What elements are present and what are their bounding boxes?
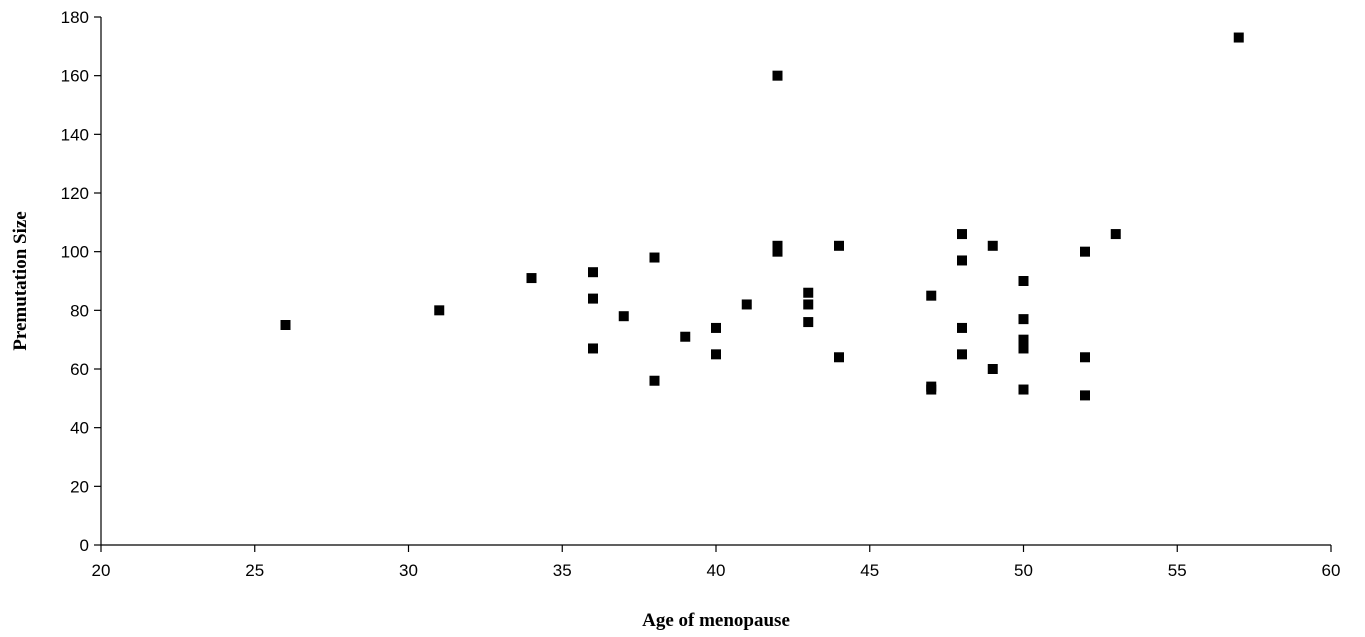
x-tick-label: 60: [1322, 561, 1341, 580]
data-point: [1080, 352, 1090, 363]
data-point: [772, 240, 783, 251]
data-point: [588, 293, 598, 304]
y-tick-label: 120: [61, 184, 89, 203]
data-point: [957, 322, 967, 333]
data-point: [987, 364, 998, 374]
y-tick-label: 20: [70, 477, 89, 496]
data-point: [1018, 334, 1029, 345]
data-point: [526, 273, 537, 284]
y-tick-label: 160: [61, 67, 89, 86]
y-tick-label: 100: [61, 243, 89, 262]
data-point: [711, 322, 721, 333]
data-point: [649, 252, 660, 263]
data-point: [588, 343, 598, 354]
data-point: [772, 246, 783, 257]
y-tick-label: 140: [61, 125, 89, 144]
data-point: [1018, 314, 1029, 325]
x-axis-ticks: 20 25 30 35 40 45 50 55 60: [92, 545, 1341, 580]
data-point: [926, 290, 937, 301]
data-point: [834, 352, 844, 363]
data-point: [957, 255, 967, 266]
x-axis-title: Age of menopause: [642, 610, 790, 631]
y-axis-title: Premutation Size: [10, 211, 31, 351]
x-tick-label: 40: [707, 561, 726, 580]
data-point: [1233, 32, 1244, 43]
data-point: [280, 320, 291, 330]
data-point: [834, 240, 844, 251]
y-tick-label: 60: [70, 360, 89, 379]
data-point: [1018, 384, 1029, 395]
x-tick-label: 45: [860, 561, 879, 580]
y-tick-label: 180: [61, 8, 89, 27]
data-point: [1080, 390, 1090, 401]
data-point: [1110, 229, 1121, 240]
data-point: [803, 299, 814, 310]
data-point: [588, 267, 598, 278]
data-point: [926, 384, 937, 395]
x-tick-label: 30: [399, 561, 418, 580]
data-point: [987, 240, 998, 251]
data-point: [680, 331, 691, 342]
data-point: [957, 349, 967, 360]
x-tick-label: 20: [92, 561, 111, 580]
data-point: [1080, 246, 1090, 257]
x-tick-label: 35: [553, 561, 572, 580]
y-tick-label: 80: [70, 301, 89, 320]
y-tick-label: 40: [70, 419, 89, 438]
data-point: [1018, 276, 1029, 286]
y-tick-label: 0: [80, 536, 89, 555]
data-point: [803, 317, 814, 328]
x-tick-label: 50: [1014, 561, 1033, 580]
data-point: [957, 229, 967, 240]
data-point: [434, 305, 445, 316]
data-point: [1018, 343, 1029, 354]
data-points: [280, 32, 1244, 401]
x-tick-label: 25: [245, 561, 264, 580]
data-point: [711, 349, 721, 360]
data-point: [803, 287, 814, 298]
x-tick-label: 55: [1168, 561, 1187, 580]
data-point: [649, 375, 660, 386]
data-point: [618, 311, 629, 322]
y-axis-ticks: 0 20 40 60 80 100 120 140 160 180: [61, 8, 101, 555]
data-point: [741, 299, 752, 310]
data-point: [772, 70, 783, 81]
